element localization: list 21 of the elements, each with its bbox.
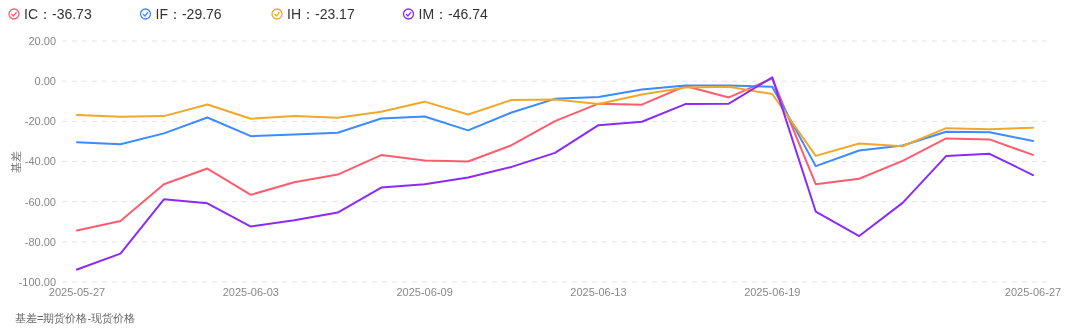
y-axis-title: 基差 bbox=[10, 150, 22, 173]
y-tick-label: -40.00 bbox=[24, 155, 56, 168]
legend-label: IH：-23.17 bbox=[287, 5, 355, 22]
legend-label: IC：-36.73 bbox=[24, 5, 92, 22]
text: 基差=期货价格-现货价格 bbox=[15, 312, 136, 324]
x-tick-label: 2025-06-03 bbox=[222, 286, 279, 298]
line-series bbox=[76, 76, 1034, 271]
x-tick-label: 2025-06-09 bbox=[396, 286, 453, 298]
y-tick-label: -20.00 bbox=[24, 115, 56, 128]
x-tick-label: 2025-06-13 bbox=[570, 286, 627, 298]
y-tick-label: 0.00 bbox=[34, 75, 56, 88]
legend-label: IF：-29.76 bbox=[155, 5, 222, 22]
x-tick-label: 2025-05-27 bbox=[48, 286, 106, 298]
y-tick-label: -60.00 bbox=[24, 195, 56, 208]
y-tick-label: -100.00 bbox=[18, 275, 56, 288]
y-tick-label: -80.00 bbox=[24, 235, 56, 248]
x-tick-label: 2025-06-19 bbox=[744, 286, 801, 298]
x-tick-label: 2025-06-27 bbox=[1004, 286, 1062, 298]
y-tick-label: 20.00 bbox=[28, 34, 56, 47]
line-series bbox=[76, 77, 1034, 232]
legend-label: IM：-46.74 bbox=[418, 5, 488, 22]
